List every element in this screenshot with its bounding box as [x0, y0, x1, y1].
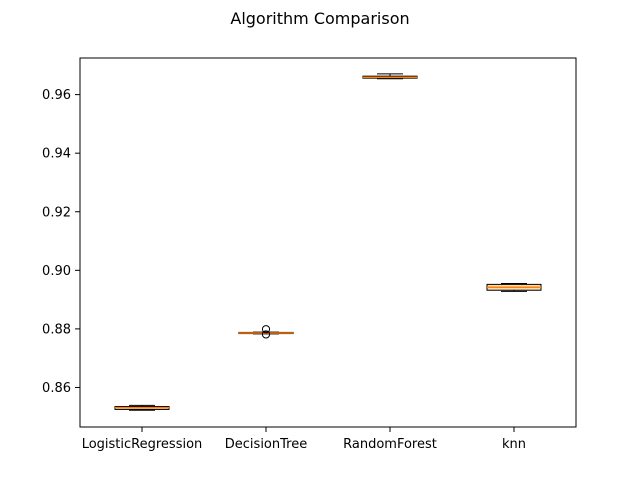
box-LogisticRegression — [114, 404, 170, 411]
x-axis: LogisticRegression DecisionTree RandomFore… — [82, 427, 526, 452]
y-tick-label: 0.90 — [42, 264, 71, 279]
y-tick-label: 0.96 — [42, 88, 71, 103]
y-tick-label: 0.94 — [42, 147, 71, 162]
x-tick-label: knn — [502, 437, 526, 452]
y-tick-label: 0.86 — [42, 381, 71, 396]
flier-point — [261, 330, 271, 339]
box-series — [114, 73, 542, 411]
y-tick-label: 0.92 — [42, 205, 71, 220]
x-tick-label: DecisionTree — [225, 437, 307, 452]
box-knn — [486, 283, 542, 292]
chart-title: Algorithm Comparison — [230, 9, 409, 28]
y-axis: 0.86 0.88 0.90 0.92 0.94 0.96 — [42, 88, 80, 396]
y-tick-label: 0.88 — [42, 322, 71, 337]
plot-frame — [79, 57, 577, 428]
flier-point — [261, 325, 271, 334]
x-tick-label: LogisticRegression — [82, 437, 203, 452]
box-DecisionTree — [238, 325, 294, 339]
box-RandomForest — [362, 73, 418, 80]
x-tick-label: RandomForest — [343, 437, 437, 452]
